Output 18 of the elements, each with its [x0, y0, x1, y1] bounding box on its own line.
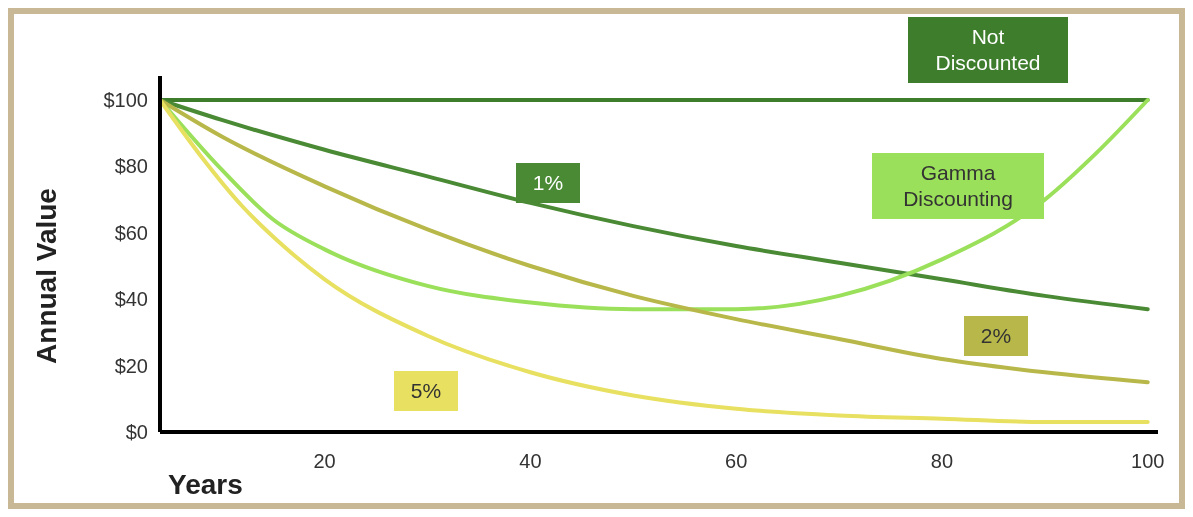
x-tick-label: 80 [930, 450, 954, 472]
y-tick-label: $0 [125, 421, 148, 443]
series-label: 1% [532, 171, 564, 195]
y-axis-title: Annual Value [31, 188, 62, 364]
x-tick-label: 60 [725, 450, 748, 472]
x-tick-label: 40 [519, 450, 542, 472]
series-label: 2% [980, 324, 1012, 348]
y-tick-label: $80 [114, 155, 148, 178]
y-tick-label: $100 [103, 89, 148, 111]
x-axis-title: Years [168, 469, 243, 500]
y-tick-label: $60 [114, 221, 148, 244]
series-label: 5% [410, 379, 442, 403]
series-label: Not Discounted [935, 25, 1041, 75]
y-tick-label: $40 [114, 288, 148, 311]
y-tick-label: $20 [114, 354, 148, 377]
x-tick-label: 20 [313, 450, 336, 472]
series-label: Gamma Discounting [903, 161, 1013, 211]
x-tick-label: 100 [1131, 450, 1165, 472]
